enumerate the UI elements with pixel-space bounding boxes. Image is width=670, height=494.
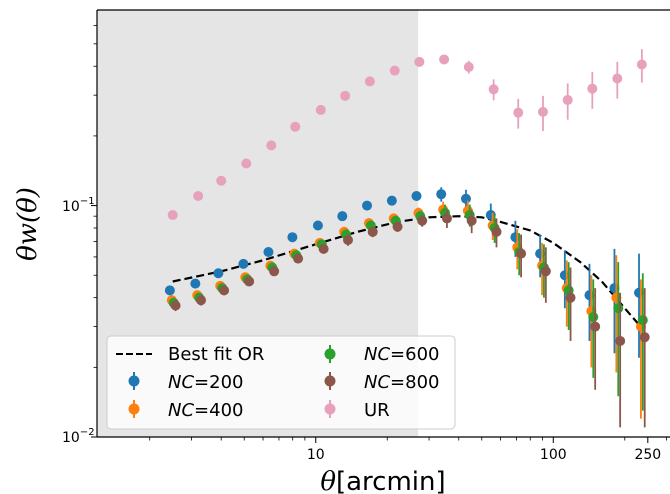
legend-marker-ur bbox=[324, 400, 336, 418]
x-axis-label: θ[arcmin] bbox=[320, 467, 445, 494]
point-nc800 bbox=[343, 234, 354, 245]
legend-marker-nc800 bbox=[324, 372, 336, 390]
x-tick-label: 10 bbox=[307, 447, 325, 463]
legend: Best fit OR NC=200 NC=400 NC=600 NC=800 … bbox=[106, 335, 456, 430]
legend-label-ur: UR bbox=[364, 400, 390, 421]
point-nc800 bbox=[615, 335, 626, 346]
point-nc800 bbox=[639, 332, 650, 343]
point-ur bbox=[193, 190, 204, 201]
y-axis-label: θw(θ) bbox=[13, 187, 43, 261]
point-nc800 bbox=[318, 243, 329, 254]
point-nc200 bbox=[411, 190, 422, 201]
point-nc800 bbox=[565, 292, 576, 303]
x-tick-label: 250 bbox=[634, 447, 661, 463]
point-nc200 bbox=[287, 232, 298, 243]
point-ur bbox=[537, 106, 548, 117]
point-nc800 bbox=[417, 215, 428, 226]
point-ur bbox=[463, 62, 474, 73]
point-ur bbox=[513, 107, 524, 118]
point-nc800 bbox=[590, 321, 601, 332]
point-nc800 bbox=[244, 276, 255, 287]
legend-marker-nc200 bbox=[128, 372, 140, 390]
point-nc800 bbox=[269, 266, 280, 277]
point-ur bbox=[389, 65, 400, 76]
point-nc800 bbox=[540, 266, 551, 277]
point-nc800 bbox=[219, 285, 230, 296]
point-nc800 bbox=[392, 221, 403, 232]
point-nc800 bbox=[367, 226, 378, 237]
point-nc800 bbox=[491, 226, 502, 237]
point-ur bbox=[340, 90, 351, 101]
point-ur bbox=[636, 59, 647, 70]
point-nc200 bbox=[164, 285, 175, 296]
legend-marker-nc600 bbox=[324, 345, 336, 363]
point-nc600 bbox=[588, 312, 599, 323]
point-ur bbox=[612, 73, 623, 84]
point-nc200 bbox=[263, 247, 274, 258]
x-tick-label: 100 bbox=[540, 447, 567, 463]
point-nc600 bbox=[613, 303, 624, 314]
point-nc200 bbox=[386, 195, 397, 206]
legend-box bbox=[106, 335, 456, 430]
point-nc200 bbox=[460, 193, 471, 204]
point-ur bbox=[241, 158, 252, 169]
y-tick-label-e-2: 10−2 bbox=[62, 427, 95, 446]
point-nc200 bbox=[362, 200, 373, 211]
point-nc800 bbox=[516, 248, 527, 259]
point-ur bbox=[290, 121, 301, 132]
point-nc200 bbox=[436, 189, 447, 200]
point-ur bbox=[167, 210, 178, 221]
point-nc600 bbox=[637, 315, 648, 326]
legend-marker-nc400 bbox=[128, 400, 140, 418]
point-ur bbox=[266, 140, 277, 151]
point-nc200 bbox=[213, 268, 224, 279]
point-nc200 bbox=[190, 278, 201, 289]
point-ur bbox=[216, 175, 227, 186]
point-ur bbox=[414, 56, 425, 67]
legend-label-nc600: NC=600 bbox=[364, 344, 440, 365]
point-nc200 bbox=[238, 258, 249, 269]
legend-label-best-fit: Best fit OR bbox=[168, 344, 264, 365]
point-nc800 bbox=[466, 215, 477, 226]
plot-marks bbox=[164, 49, 650, 428]
point-ur bbox=[315, 104, 326, 115]
point-ur bbox=[364, 76, 375, 87]
point-nc800 bbox=[441, 213, 452, 224]
point-nc200 bbox=[312, 220, 323, 231]
point-ur bbox=[587, 83, 598, 94]
point-ur bbox=[439, 54, 450, 65]
legend-label-nc200: NC=200 bbox=[168, 372, 244, 393]
point-nc800 bbox=[170, 300, 181, 311]
point-nc800 bbox=[196, 295, 207, 306]
point-nc200 bbox=[337, 211, 348, 222]
axes: 10 100 250 bbox=[91, 9, 670, 463]
point-nc800 bbox=[293, 253, 304, 264]
point-ur bbox=[562, 94, 573, 105]
legend-label-nc800: NC=800 bbox=[364, 372, 440, 393]
point-ur bbox=[488, 84, 499, 95]
y-tick-label-e-1: 10−1 bbox=[62, 196, 95, 215]
legend-label-nc400: NC=400 bbox=[168, 400, 244, 421]
